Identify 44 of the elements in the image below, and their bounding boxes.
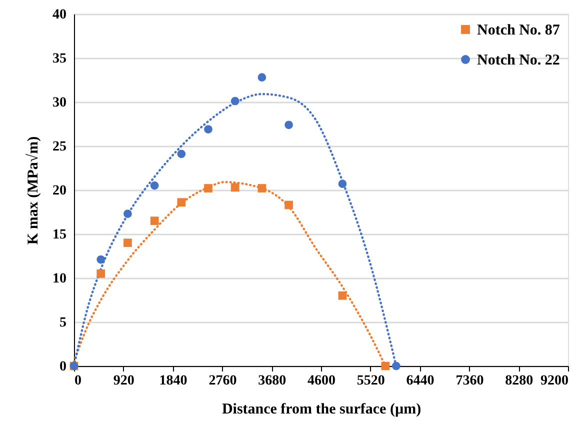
x-tick-label: 7360: [456, 374, 484, 388]
point: [392, 362, 400, 370]
x-axis-title: Distance from the surface (µm): [222, 402, 422, 418]
point: [204, 125, 212, 134]
point: [150, 216, 159, 225]
y-tick-label: 0: [60, 360, 66, 374]
x-tick-label: 6440: [406, 374, 434, 388]
point: [338, 291, 347, 300]
x-tick-label: 8280: [505, 374, 534, 388]
point: [258, 184, 266, 192]
x-tick-label: 920: [113, 374, 134, 388]
x-tick-label: 5520: [356, 374, 385, 388]
point: [258, 73, 266, 82]
point: [177, 198, 186, 207]
y-axis-title: K max (MPa√m): [26, 136, 42, 245]
x-tick-label: 0: [74, 374, 82, 388]
y-tick-label: 30: [52, 96, 66, 110]
point: [150, 181, 159, 190]
point: [124, 210, 132, 218]
point: [124, 238, 132, 247]
point: [338, 180, 347, 188]
y-tick-label: 20: [52, 184, 66, 198]
point: [96, 269, 106, 278]
x-tick-label: 4600: [308, 374, 336, 388]
point: [177, 150, 186, 158]
legend-label: Notch No. 87: [477, 22, 560, 38]
x-tick-label: 1840: [159, 374, 188, 388]
y-tick-label: 15: [52, 228, 66, 242]
y-tick-label: 25: [52, 140, 66, 154]
x-tick-label: 3680: [258, 374, 286, 388]
point: [96, 255, 106, 264]
point: [381, 362, 390, 370]
legend-label: Notch No. 22: [477, 52, 560, 68]
x-tick-label: 9200: [540, 374, 568, 388]
point: [284, 120, 293, 130]
y-tick-label: 5: [60, 316, 66, 330]
point: [230, 183, 240, 192]
point: [284, 200, 293, 210]
point: [204, 184, 212, 192]
y-tick-label: 35: [52, 52, 66, 66]
x-tick-label: 2760: [208, 374, 237, 388]
y-tick-label: 40: [52, 8, 66, 22]
point: [230, 96, 240, 106]
y-tick-label: 10: [52, 272, 66, 286]
